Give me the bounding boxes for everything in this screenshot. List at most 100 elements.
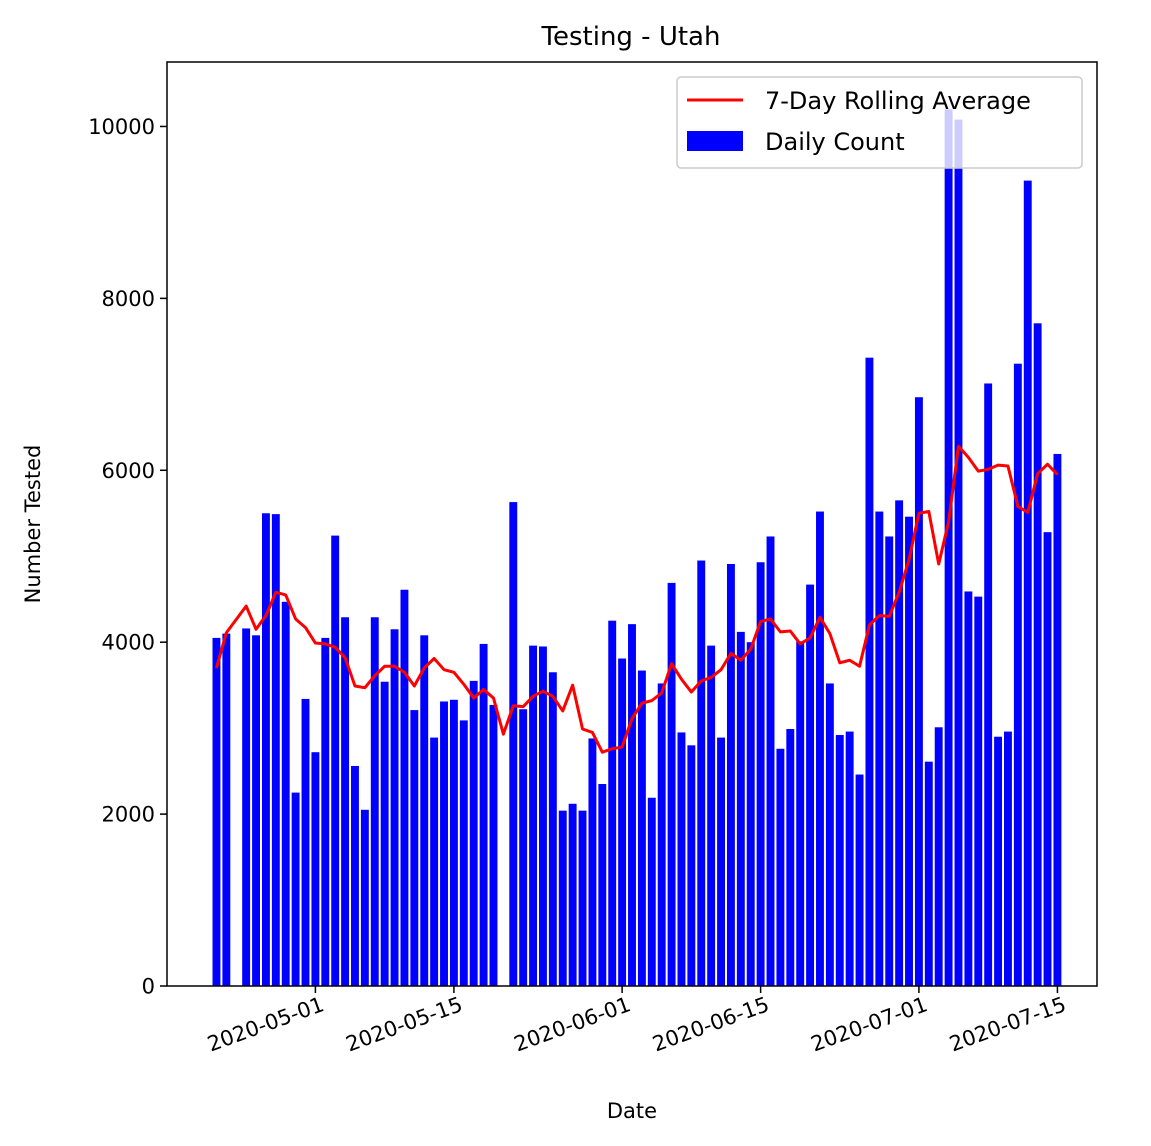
y-tick-label: 4000	[102, 631, 155, 655]
bar	[321, 637, 330, 986]
bar	[242, 628, 251, 986]
bar	[816, 511, 824, 986]
bar	[519, 709, 528, 986]
bar	[954, 119, 963, 987]
bar	[341, 617, 350, 986]
bar	[360, 809, 369, 986]
bar	[479, 643, 488, 986]
legend: 7-Day Rolling Average Daily Count	[676, 76, 1083, 169]
bar	[845, 731, 854, 986]
bar	[934, 727, 943, 986]
line-layer	[215, 444, 1059, 754]
bar	[578, 810, 587, 986]
chart-title: Testing - Utah	[541, 22, 721, 52]
plot-frame	[166, 61, 1098, 987]
bar	[835, 735, 844, 986]
bar	[806, 584, 815, 986]
bar	[875, 511, 884, 986]
bar	[440, 701, 448, 986]
bar	[301, 698, 310, 986]
bar	[509, 502, 518, 986]
bar	[331, 535, 340, 986]
bar	[489, 704, 498, 986]
legend-bar-swatch	[687, 131, 743, 151]
bar	[588, 738, 597, 986]
bar	[1033, 323, 1042, 986]
bar	[944, 109, 953, 986]
bar	[628, 624, 636, 986]
bar	[291, 792, 300, 986]
bar	[261, 513, 270, 986]
bar	[271, 514, 280, 986]
bar	[252, 635, 260, 986]
bar	[746, 642, 755, 986]
bar	[677, 732, 686, 986]
y-tick-label: 2000	[102, 803, 155, 827]
bar	[459, 720, 468, 986]
bar	[786, 729, 795, 986]
bar	[539, 646, 547, 986]
bar	[618, 658, 627, 986]
bar	[766, 536, 775, 986]
bar	[351, 765, 359, 986]
bar	[469, 680, 478, 986]
bar	[390, 629, 399, 986]
bar	[647, 797, 656, 986]
bars-layer	[212, 109, 1062, 987]
x-axis-label: Date	[607, 1099, 657, 1123]
legend-label-daily-count: Daily Count	[765, 128, 905, 156]
bar	[430, 737, 439, 986]
bar	[905, 516, 913, 986]
bar	[717, 737, 725, 986]
bar	[608, 620, 617, 986]
bar	[667, 582, 676, 986]
bar	[449, 699, 458, 986]
bar	[697, 560, 706, 986]
rolling-average-line	[215, 444, 1059, 754]
bar	[707, 645, 716, 986]
bar	[885, 536, 894, 986]
bar	[311, 752, 320, 986]
bar	[687, 745, 696, 986]
bar	[598, 784, 607, 986]
bar	[964, 591, 973, 986]
bar	[410, 710, 419, 986]
bar	[370, 617, 379, 986]
bar	[568, 803, 577, 986]
bar	[637, 670, 646, 986]
bar	[420, 635, 429, 986]
bar	[212, 637, 221, 986]
bar	[657, 683, 666, 986]
bar	[776, 748, 785, 986]
bar	[548, 672, 557, 986]
bar	[1023, 180, 1032, 986]
bar	[1043, 532, 1052, 986]
bar	[974, 596, 983, 986]
bar	[222, 633, 231, 986]
y-tick-label: 0	[142, 975, 155, 999]
bar	[1004, 731, 1012, 986]
bar	[825, 683, 834, 986]
bar	[796, 641, 805, 986]
bar	[529, 645, 538, 986]
bar	[855, 774, 864, 986]
bar	[914, 397, 923, 987]
bar	[1053, 453, 1062, 986]
bar	[726, 563, 735, 986]
bar	[400, 589, 409, 986]
y-tick-label: 6000	[102, 459, 155, 483]
bar	[281, 601, 290, 986]
bar	[380, 681, 389, 986]
bar	[984, 383, 993, 987]
legend-label-rolling-average: 7-Day Rolling Average	[765, 87, 1031, 115]
bar	[558, 810, 567, 986]
bar	[895, 500, 904, 986]
legend-box	[676, 76, 1083, 169]
bar	[1013, 363, 1022, 986]
bar	[865, 357, 874, 986]
y-axis-label: Number Tested	[21, 445, 45, 604]
bar	[736, 631, 745, 986]
bar	[924, 761, 933, 986]
bar	[756, 562, 765, 986]
